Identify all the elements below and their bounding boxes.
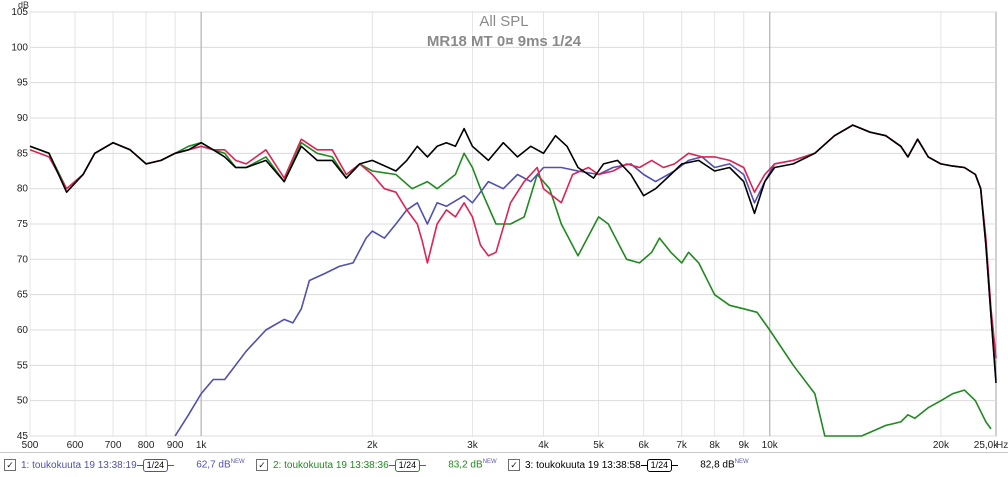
- series-lines: [29, 124, 997, 437]
- legend-entry-1[interactable]: ✓ 1: toukokuuta 19 13:38:19 1/24 62,7 dB…: [4, 458, 245, 472]
- smoothing-icon-2[interactable]: 1/24: [388, 458, 426, 472]
- x-tick-label: 2k: [367, 440, 379, 451]
- y-tick-label: 85: [17, 148, 29, 159]
- spl-chart: 45 50 55 60 65 70 75 80 85 90 95 100 105 500 600 700 800…: [11, 0, 1008, 451]
- x-tick-label: 4k: [538, 440, 550, 451]
- y-tick-label: 45: [17, 431, 29, 442]
- x-tick-label: 10k: [762, 440, 779, 451]
- x-tick-label: 20k: [933, 440, 950, 451]
- y-axis-unit: dB: [18, 0, 29, 10]
- y-tick-label: 100: [11, 42, 28, 53]
- x-tick-label: 500: [22, 440, 39, 451]
- y-tick-label: 55: [17, 360, 29, 371]
- y-tick-label: 65: [17, 290, 29, 301]
- x-tick-label: 600: [67, 440, 84, 451]
- x-tick-label: 3k: [467, 440, 479, 451]
- smoothing-icon-1[interactable]: 1/24: [136, 458, 174, 472]
- x-tick-label: 9k: [738, 440, 750, 451]
- x-axis-unit: Hz: [996, 440, 1008, 451]
- legend-entry-2[interactable]: ✓ 2: toukokuuta 19 13:38:36 1/24 83,2 dB…: [256, 458, 497, 472]
- chart-subtitle: MR18 MT 0¤ 9ms 1/24: [427, 33, 582, 50]
- x-tick-label: 8k: [709, 440, 721, 451]
- legend-checkbox-3[interactable]: ✓: [508, 459, 520, 471]
- legend-checkbox-2[interactable]: ✓: [256, 459, 268, 471]
- legend-name-3: 3: toukokuuta 19 13:38:58: [525, 459, 641, 471]
- legend-level-2: 83,2 dBNEW: [448, 459, 497, 471]
- legend-name-2: 2: toukokuuta 19 13:38:36: [273, 459, 389, 471]
- x-tick-label: 5k: [593, 440, 605, 451]
- x-tick-label: 1k: [196, 440, 208, 451]
- smoothing-icon-3[interactable]: 1/24: [640, 458, 678, 472]
- x-tick-label: 900: [167, 440, 184, 451]
- y-tick-label: 70: [17, 254, 29, 265]
- x-tick-label: 700: [105, 440, 122, 451]
- x-tick-label: 800: [138, 440, 155, 451]
- legend-level-3: 82,8 dBNEW: [700, 459, 749, 471]
- x-tick-label: 25,0k: [974, 440, 999, 451]
- y-tick-label: 50: [17, 396, 29, 407]
- legend-bar: ✓ 1: toukokuuta 19 13:38:19 1/24 62,7 dB…: [0, 452, 1008, 477]
- legend-name-1: 1: toukokuuta 19 13:38:19: [21, 459, 137, 471]
- legend-checkbox-1[interactable]: ✓: [4, 459, 16, 471]
- y-tick-label: 80: [17, 184, 29, 195]
- y-tick-label: 90: [17, 113, 29, 124]
- x-tick-label: 6k: [638, 440, 650, 451]
- x-tick-label: 7k: [676, 440, 688, 451]
- chart-title: All SPL: [479, 13, 528, 30]
- legend-level-1: 62,7 dBNEW: [196, 459, 245, 471]
- y-tick-label: 95: [17, 78, 29, 89]
- series-line-3: [29, 124, 997, 384]
- y-tick-label: 105: [11, 7, 28, 18]
- y-tick-label: 60: [17, 325, 29, 336]
- legend-entry-3[interactable]: ✓ 3: toukokuuta 19 13:38:58 1/24 82,8 dB…: [508, 458, 749, 472]
- axes: 45 50 55 60 65 70 75 80 85 90 95 100 105 500 600 700 800…: [11, 7, 999, 451]
- y-tick-label: 75: [17, 219, 29, 230]
